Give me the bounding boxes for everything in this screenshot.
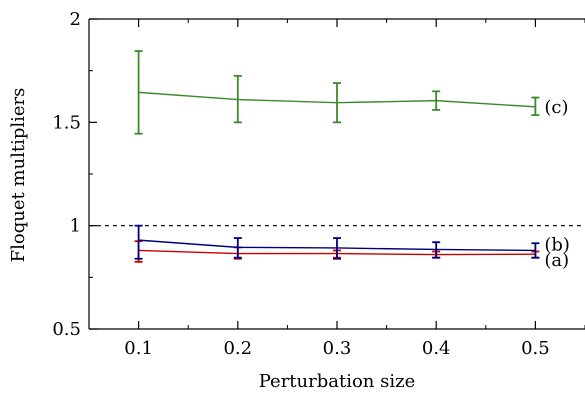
x-tick-label: 0.5 bbox=[521, 338, 550, 359]
x-tick-label: 0.3 bbox=[323, 338, 352, 359]
y-tick-label: 1.5 bbox=[52, 112, 81, 133]
x-axis-label: Perturbation size bbox=[259, 371, 416, 392]
x-tick-label: 0.4 bbox=[422, 338, 451, 359]
series-label: (c) bbox=[544, 97, 568, 118]
series-label: (b) bbox=[544, 234, 570, 255]
ticks-group: 0.5 1 1.5 2 0.1 0.2 0.3 0.4 0.5 bbox=[52, 9, 585, 359]
x-tick-label: 0.1 bbox=[124, 338, 153, 359]
series-label: (a) bbox=[544, 250, 569, 271]
series-2 bbox=[134, 50, 540, 135]
y-tick-label: 0.5 bbox=[52, 319, 81, 340]
x-tick-label: 0.2 bbox=[223, 338, 252, 359]
series-group bbox=[134, 50, 540, 263]
y-tick-label: 2 bbox=[70, 9, 81, 30]
axes-group bbox=[88, 18, 585, 330]
series-1 bbox=[134, 224, 540, 260]
y-tick-label: 1 bbox=[70, 216, 81, 237]
series-labels-group: (a)(b) (c) bbox=[544, 97, 570, 271]
y-axis-label: Floquet multipliers bbox=[8, 88, 29, 263]
